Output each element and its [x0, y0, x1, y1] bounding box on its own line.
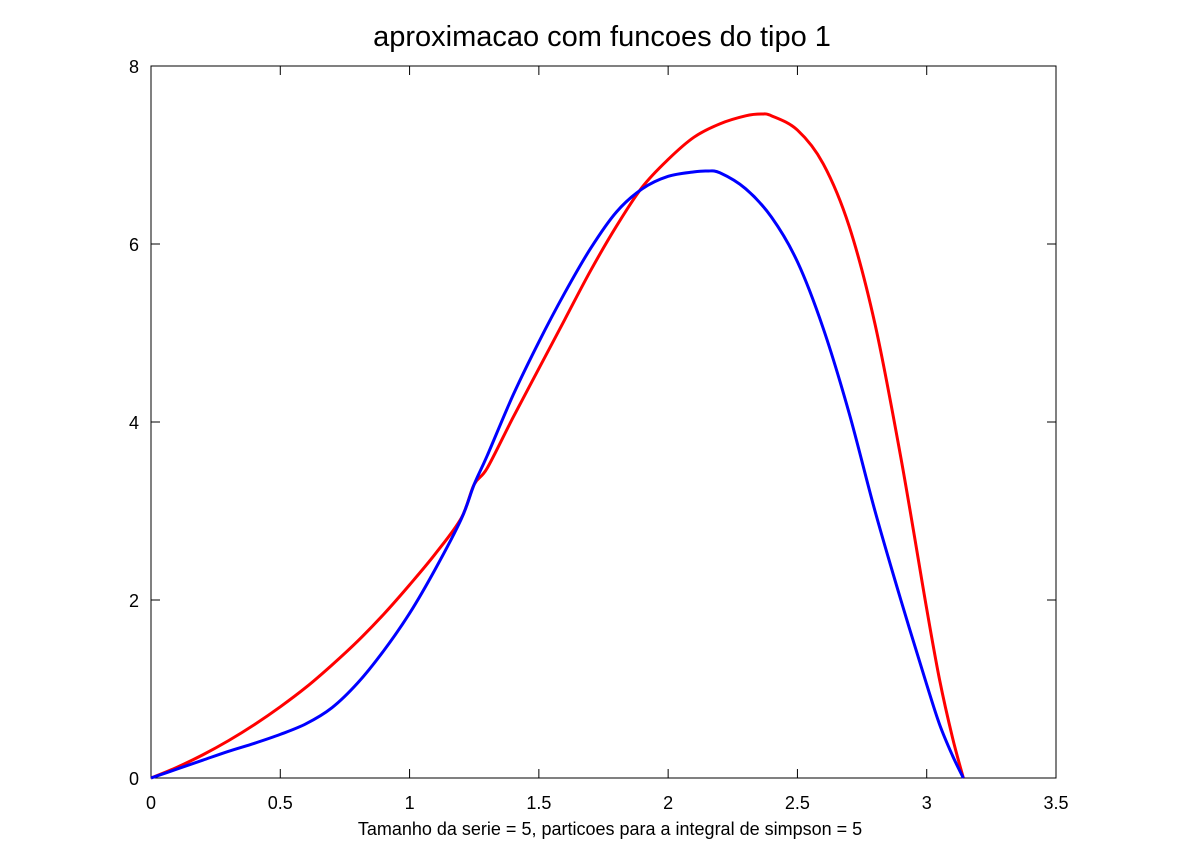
x-tick-label: 3 — [922, 793, 932, 813]
x-tick-label: 0.5 — [268, 793, 293, 813]
y-tick-label: 6 — [129, 235, 139, 255]
x-axis-label: Tamanho da serie = 5, particoes para a i… — [358, 819, 862, 839]
x-tick-label: 3.5 — [1043, 793, 1068, 813]
x-tick-label: 2.5 — [785, 793, 810, 813]
plot-frame — [150, 65, 1057, 779]
series-line-1 — [150, 112, 965, 780]
y-tick-label: 4 — [129, 413, 139, 433]
x-tick-label: 1 — [405, 793, 415, 813]
x-tick-label: 1.5 — [526, 793, 551, 813]
y-tick-label: 0 — [129, 769, 139, 789]
chart-title: aproximacao com funcoes do tipo 1 — [373, 21, 831, 53]
x-tick-label: 0 — [146, 793, 156, 813]
x-tick-label: 2 — [663, 793, 673, 813]
series-line-2 — [150, 169, 965, 780]
y-tick-label: 2 — [129, 591, 139, 611]
y-tick-label: 8 — [129, 57, 139, 77]
axis-ticks: 0 0.5 1 1.5 2 2.5 3 3.5 0 2 4 6 8 — [129, 57, 1069, 813]
series-lines — [150, 112, 965, 780]
